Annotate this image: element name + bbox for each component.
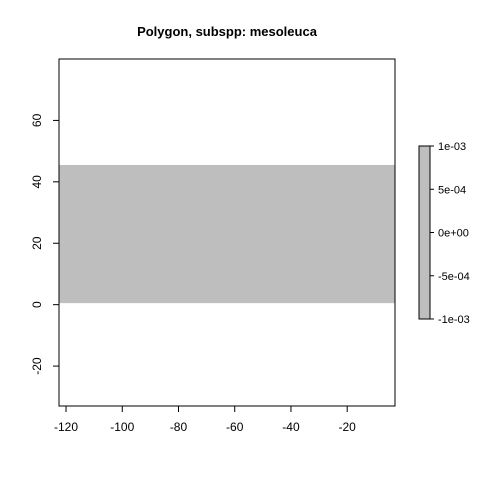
legend: 1e-03 5e-04 0e+00 -5e-04 -1e-03 [418,141,470,326]
chart-title: Polygon, subspp: mesoleuca [137,24,318,39]
y-tick-label: -20 [30,357,44,375]
legend-color-bar [418,145,431,320]
x-tick-label: -20 [339,420,357,434]
x-tick-label: -100 [110,420,134,434]
y-tick-label: 0 [30,301,44,308]
x-tick-label: -120 [54,420,78,434]
y-tick-label: 20 [30,236,44,250]
x-tick-label: -40 [282,420,300,434]
raster-regions [59,164,395,304]
legend-tick-label: -5e-04 [438,271,470,283]
x-tick-label: -60 [226,420,244,434]
legend-tick-label: 1e-03 [438,141,466,153]
y-axis: -20 0 20 40 60 [30,113,60,375]
y-tick-label: 40 [30,175,44,189]
legend-tick-label: -1e-03 [438,314,470,326]
legend-tick-label: 5e-04 [438,184,466,196]
legend-tick-label: 0e+00 [438,228,469,240]
x-axis: -120 -100 -80 -60 -40 -20 [54,405,357,434]
y-tick-label: 60 [30,113,44,127]
raster-region [59,164,395,304]
x-tick-label: -80 [170,420,188,434]
